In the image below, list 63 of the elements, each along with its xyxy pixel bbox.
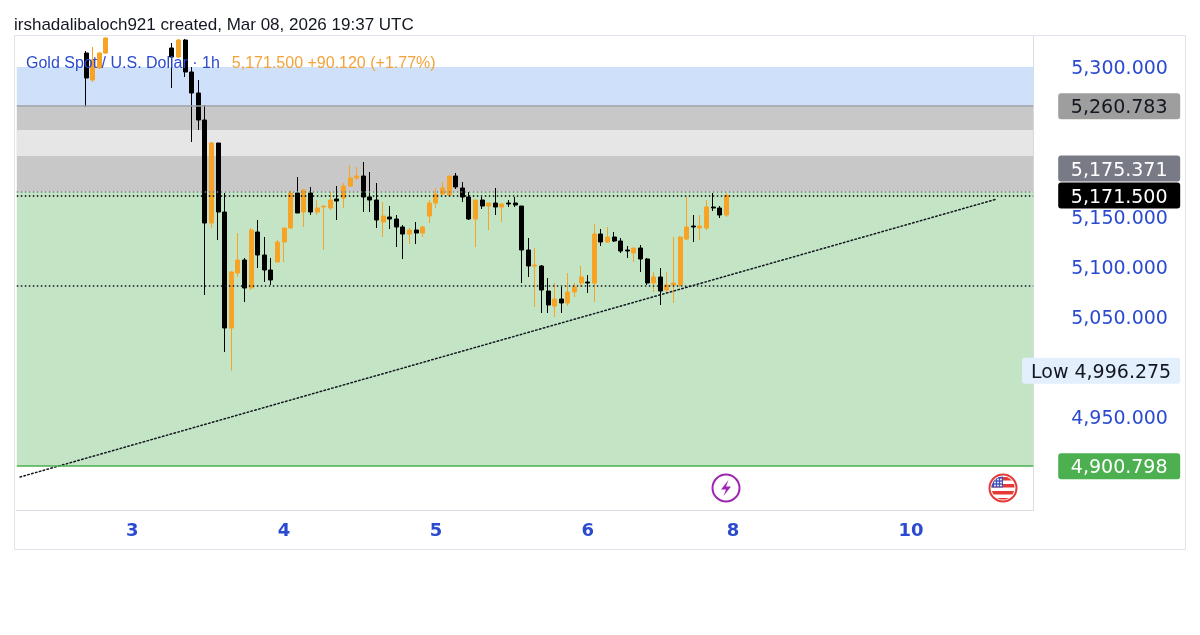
candlestick [565, 272, 570, 307]
y-tick-label: 5,050.000 [1071, 306, 1168, 328]
candlestick [341, 182, 346, 209]
candlestick [453, 172, 458, 190]
x-tick-label: 8 [726, 518, 740, 540]
candlestick [387, 205, 392, 230]
candlestick [532, 247, 537, 308]
x-tick-label: 4 [277, 518, 291, 540]
candlestick [539, 264, 544, 314]
candlestick [579, 265, 584, 288]
candlestick [697, 214, 702, 241]
candlestick [651, 271, 656, 293]
annotation: Low 4,996.275 [1031, 359, 1172, 382]
candlestick [440, 181, 445, 196]
candlestick [473, 199, 478, 248]
candlestick [631, 247, 636, 263]
text: 5,171.500 +90.120 (+1.77%) [231, 53, 436, 73]
candlestick [664, 271, 669, 293]
candlestick [381, 201, 386, 238]
candlestick [645, 257, 650, 286]
candlestick [407, 227, 412, 245]
ref-line-label: 4,900.798 [1070, 455, 1168, 478]
candlestick [598, 228, 603, 247]
candlestick [506, 199, 511, 208]
candlestick [546, 277, 551, 314]
candlestick [592, 223, 597, 303]
candlestick [526, 237, 531, 278]
candlestick [691, 214, 696, 243]
candlestick [552, 282, 557, 318]
x-tick-label: 3 [126, 518, 139, 540]
candlestick [605, 226, 610, 244]
candlestick [671, 236, 676, 304]
candlestick [559, 286, 564, 314]
candlestick [638, 244, 643, 273]
candlestick [242, 257, 247, 303]
candlestick [499, 202, 504, 223]
ref-line-label: 5,260.783 [1070, 95, 1168, 118]
candlestick [249, 227, 254, 291]
candlestick [486, 202, 491, 231]
candlestick [585, 274, 590, 294]
x-tick-label: 6 [581, 518, 594, 540]
y-tick-label: 5,300.000 [1071, 56, 1168, 78]
candlestick [420, 225, 425, 238]
x-tick-label: 10 [898, 518, 924, 540]
candlestick [328, 191, 333, 211]
y-tick-label: 5,100.000 [1071, 256, 1168, 278]
y-tick-label: 5,150.000 [1071, 206, 1168, 228]
ref-line-label: 5,175.371 [1070, 157, 1168, 180]
candlestick [275, 239, 280, 263]
candlestick [301, 188, 306, 228]
x-tick-label: 5 [429, 518, 443, 540]
candlestick [414, 221, 419, 245]
candlestick [209, 141, 214, 229]
y-tick-label: 4,950.000 [1071, 406, 1168, 428]
candlestick [704, 199, 709, 231]
candlestick [447, 175, 452, 197]
candlestick [572, 282, 577, 298]
candlestick [625, 245, 630, 259]
candlestick [255, 219, 260, 269]
ref-line-label: 5,171.500 [1070, 184, 1168, 207]
candlestick [658, 267, 663, 306]
text: irshadalibaloch921 created, Mar 08, 2026 19:37 UTC [14, 14, 414, 36]
candlestick [724, 192, 729, 218]
